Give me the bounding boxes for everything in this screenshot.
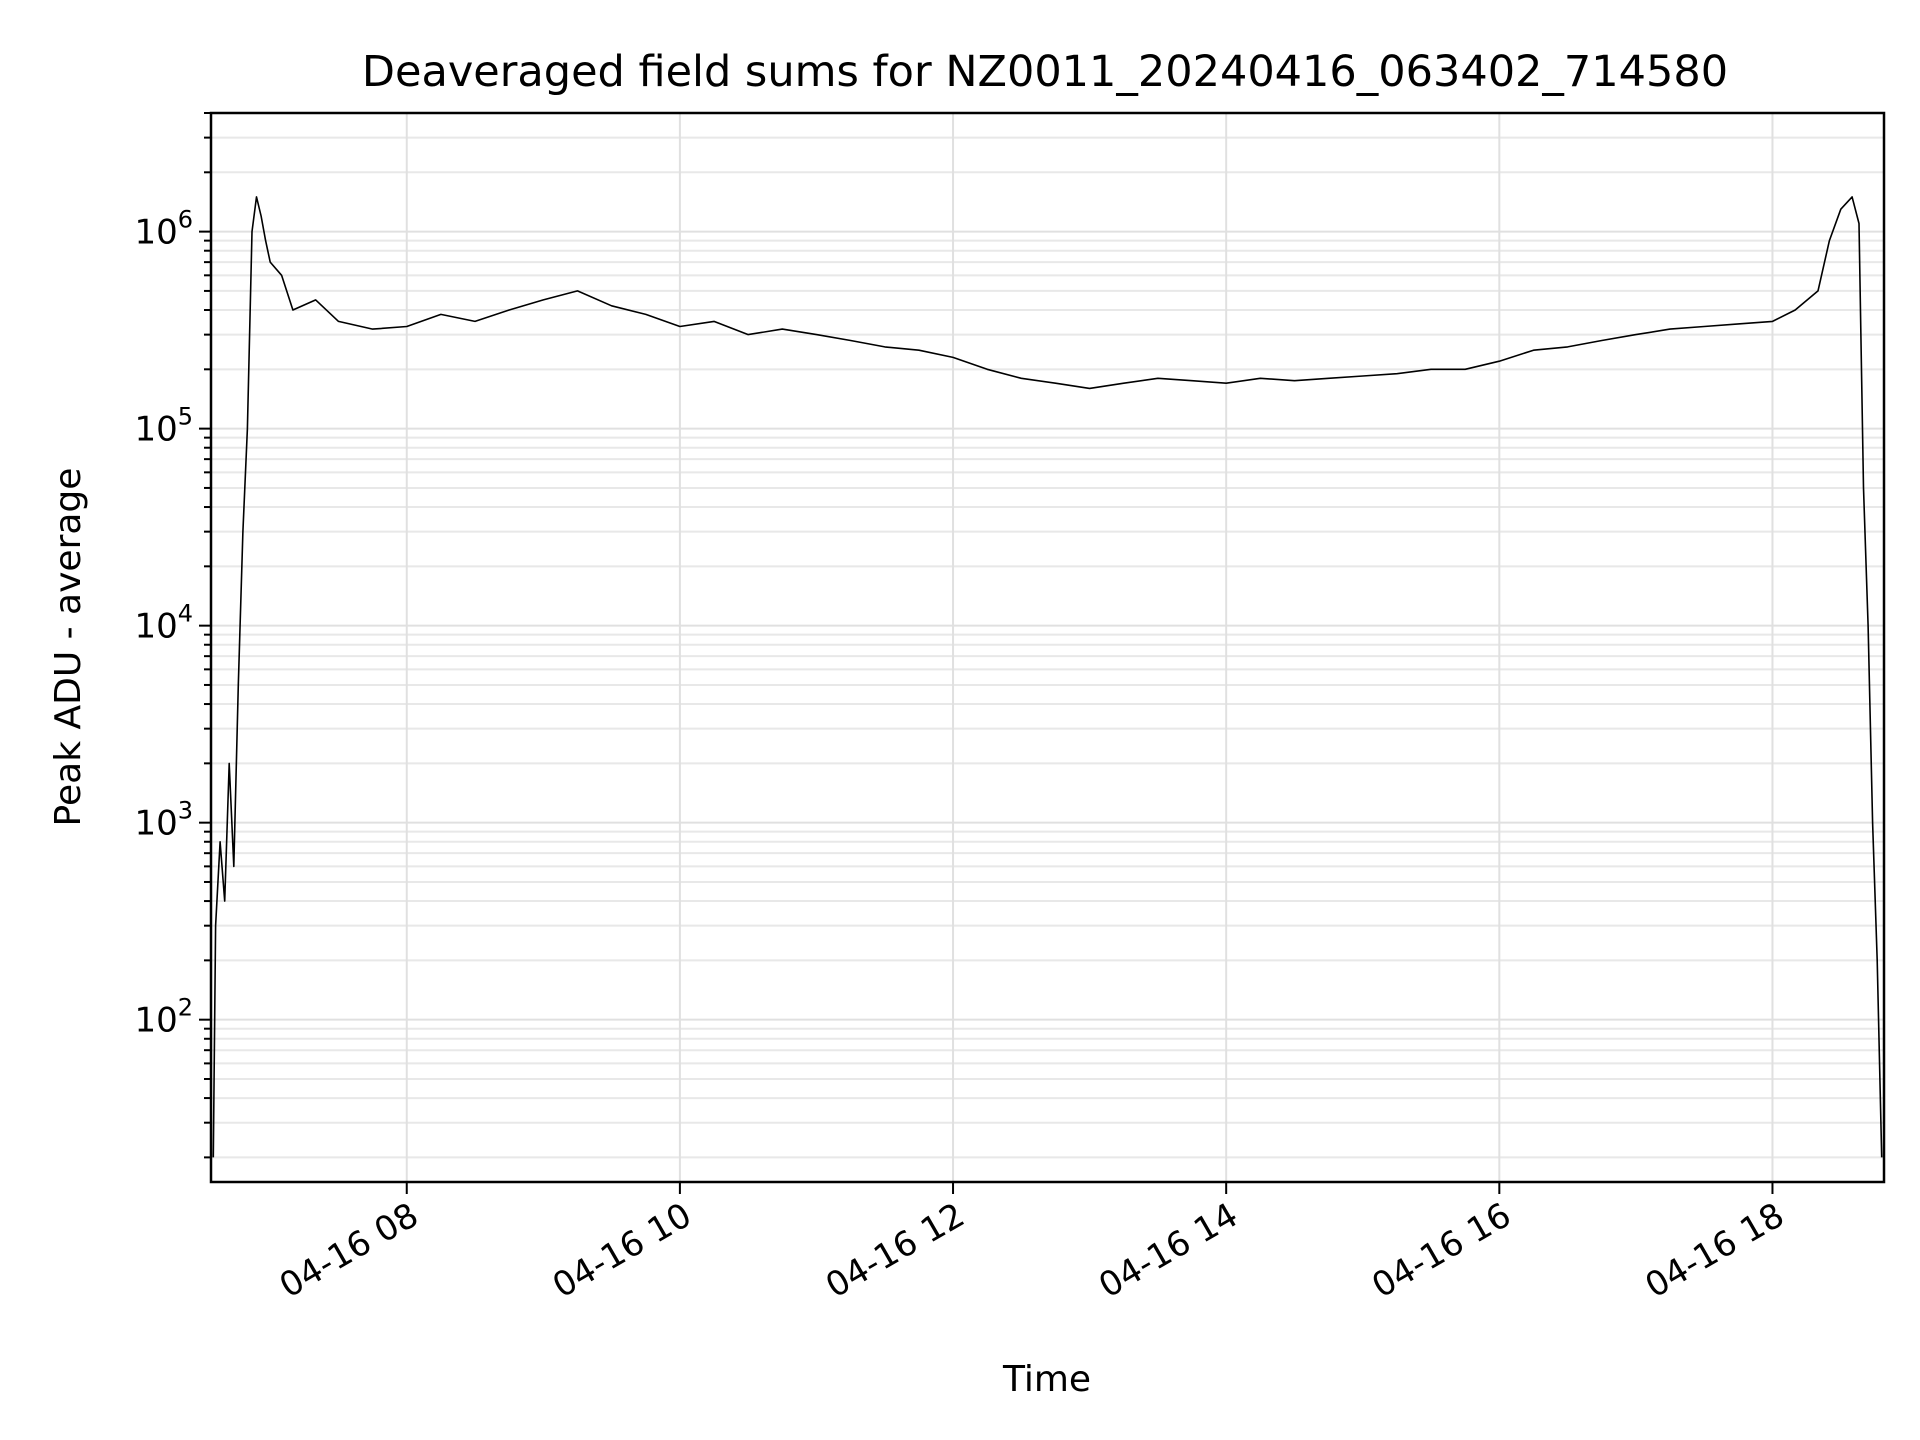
y-tick-label: 106: [134, 206, 193, 253]
y-tick-label: 102: [134, 994, 193, 1041]
y-axis: 102 103 104 105 106: [134, 112, 211, 1159]
y-tick-label: 103: [134, 797, 193, 844]
chart-title: Deaveraged field sums for NZ0011_2024041…: [362, 47, 1728, 97]
y-axis-label: Peak ADU - average: [48, 468, 89, 827]
y-tick-label: 105: [134, 403, 193, 450]
series-line: [212, 196, 1883, 1158]
y-tick-label: 104: [134, 600, 193, 647]
grid: [211, 112, 1884, 1182]
plot-frame: [209, 111, 1886, 1184]
x-axis-label: Time: [1002, 1359, 1091, 1400]
plot-area: [212, 196, 1883, 1158]
